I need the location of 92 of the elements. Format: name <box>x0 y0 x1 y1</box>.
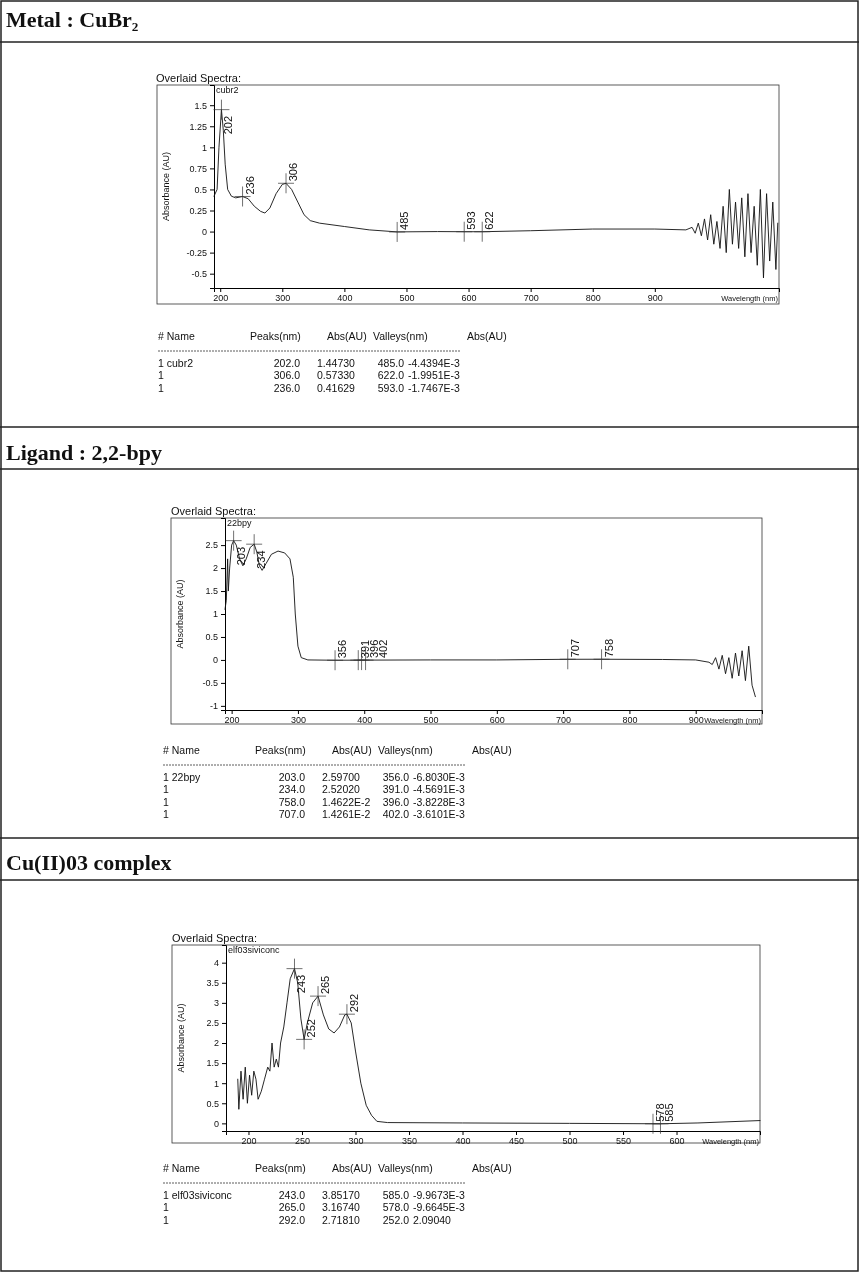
x-tick-label: 900 <box>688 715 704 726</box>
x-tick-label: 200 <box>224 715 240 726</box>
text: 1 707.0 1.4261E-2 402.0 -3.6101E-3 <box>163 808 465 820</box>
text: 1 234.0 2.52020 391.0 -4.5691E-3 <box>163 783 465 795</box>
y-axis-title: Absorbance (AU) <box>175 579 185 649</box>
annotation: 306 <box>287 162 300 182</box>
x-tick-label: 800 <box>622 715 638 726</box>
y-tick-label: 1.5 <box>206 1058 219 1069</box>
text: 1 306.0 0.57330 622.0 -1.9951E-3 <box>158 369 460 381</box>
chart-title: Metal : CuBr₂ <box>6 7 139 32</box>
annotation: 236 <box>243 176 256 195</box>
x-tick-label: 250 <box>294 1136 310 1147</box>
chart-title: Cu(II)03 complex <box>6 850 172 875</box>
y-axis-title: Absorbance (AU) <box>161 151 171 222</box>
text: 1 elf03siviconc 243.0 3.85170 585.0 -9.9673E-3 <box>163 1188 465 1201</box>
x-tick-label: 600 <box>461 293 477 304</box>
y-tick-label: 4 <box>213 958 219 969</box>
x-tick-label: 200 <box>241 1136 257 1147</box>
x-tick-label: 200 <box>213 293 229 304</box>
text: # Name Peaks(nm) Abs(AU) Valleys(nm) Abs(AU) <box>163 744 512 756</box>
y-tick-label: 1 <box>201 142 207 153</box>
x-tick-label: 300 <box>348 1136 364 1147</box>
annotation: 356 <box>336 639 349 659</box>
y-tick-label: 0 <box>201 226 207 237</box>
text: 1 265.0 3.16740 578.0 -9.6645E-3 <box>163 1201 465 1213</box>
annotation: 593 <box>465 211 478 230</box>
annotation: 202 <box>222 115 235 135</box>
x-tick-label: 400 <box>337 293 353 304</box>
text: 1 cubr2 202.0 1.44730 485.0 -4.4394E-3 <box>158 356 460 369</box>
annotation: 485 <box>398 211 411 230</box>
x-tick-label: 700 <box>556 715 572 726</box>
y-tick-label: 1.5 <box>205 586 218 597</box>
x-tick-label: 700 <box>523 293 539 304</box>
text: 1 758.0 1.4622E-2 396.0 -3.8228E-3 <box>163 795 465 808</box>
y-tick-label: 0.25 <box>189 205 207 216</box>
y-tick-label: -0.5 <box>202 678 218 689</box>
x-tick-label: 550 <box>616 1136 632 1147</box>
text: 1 236.0 0.41629 593.0 -1.7467E-3 <box>158 381 460 394</box>
annotation: 578 <box>653 1103 666 1122</box>
x-tick-label: 500 <box>399 293 415 304</box>
annotation: 234 <box>255 550 268 569</box>
annotation: 292 <box>347 993 360 1013</box>
chart-title: Ligand : 2,2-bpy <box>6 440 162 465</box>
y-tick-label: 2 <box>213 1038 219 1049</box>
x-tick-label: 900 <box>647 293 663 304</box>
y-tick-label: 2.5 <box>205 540 218 551</box>
x-tick-label: 400 <box>455 1136 471 1147</box>
x-tick-label: 600 <box>669 1136 685 1147</box>
x-tick-label: 600 <box>489 715 505 726</box>
x-tick-label: 500 <box>423 715 439 726</box>
y-tick-label: 2.5 <box>206 1018 219 1029</box>
y-tick-label: 2 <box>212 563 218 574</box>
y-tick-label: -1 <box>209 701 218 712</box>
chart-subtitle: Overlaid Spectra: <box>172 932 257 944</box>
y-tick-label: 1 <box>213 1078 219 1089</box>
series-label: 22bpy <box>227 518 253 528</box>
annotation: 758 <box>602 638 615 658</box>
x-tick-label: 450 <box>508 1136 525 1147</box>
x-tick-label: 400 <box>357 715 373 726</box>
x-tick-label: 300 <box>290 715 306 726</box>
annotation: 707 <box>568 638 581 658</box>
y-tick-label: 1.25 <box>189 121 207 132</box>
annotation: 252 <box>305 1019 318 1038</box>
x-tick-label: 350 <box>401 1136 418 1147</box>
y-tick-label: 0.5 <box>206 1098 219 1109</box>
y-axis-title: Absorbance (AU) <box>176 1003 186 1073</box>
x-tick-label: 500 <box>562 1136 578 1147</box>
y-tick-label: 0.5 <box>194 184 207 195</box>
text: # Name Peaks(nm) Abs(AU) Valleys(nm) Abs(AU) <box>163 1162 512 1174</box>
y-tick-label: 1.5 <box>194 100 207 111</box>
text: 1 22bpy 203.0 2.59700 356.0 -6.8030E-3 <box>163 770 465 783</box>
y-tick-label: -0.5 <box>191 269 207 280</box>
text: 1 292.0 2.71810 252.0 2.09040 <box>163 1213 451 1226</box>
annotation: 203 <box>234 546 247 566</box>
x-tick-label: 800 <box>585 293 601 304</box>
y-tick-label: 3.5 <box>206 978 219 989</box>
y-tick-label: 0.5 <box>205 632 218 643</box>
chart-subtitle: Overlaid Spectra: <box>171 505 256 517</box>
annotation: 243 <box>295 974 308 994</box>
y-tick-label: 0 <box>213 1118 219 1129</box>
y-tick-label: 3 <box>213 998 219 1009</box>
y-tick-label: 0.75 <box>189 163 207 174</box>
annotation: 622 <box>483 211 496 230</box>
y-tick-label: 1 <box>212 609 218 620</box>
series-label: cubr2 <box>216 85 239 95</box>
x-tick-label: 300 <box>275 293 291 304</box>
text: elf03siviconc <box>228 945 281 955</box>
annotation: 265 <box>319 975 332 995</box>
text: # Name Peaks(nm) Abs(AU) Valleys(nm) Abs(AU) <box>158 330 507 342</box>
y-tick-label: 0 <box>212 655 218 666</box>
chart-subtitle: Overlaid Spectra: <box>156 72 241 84</box>
y-tick-label: -0.25 <box>186 248 207 258</box>
